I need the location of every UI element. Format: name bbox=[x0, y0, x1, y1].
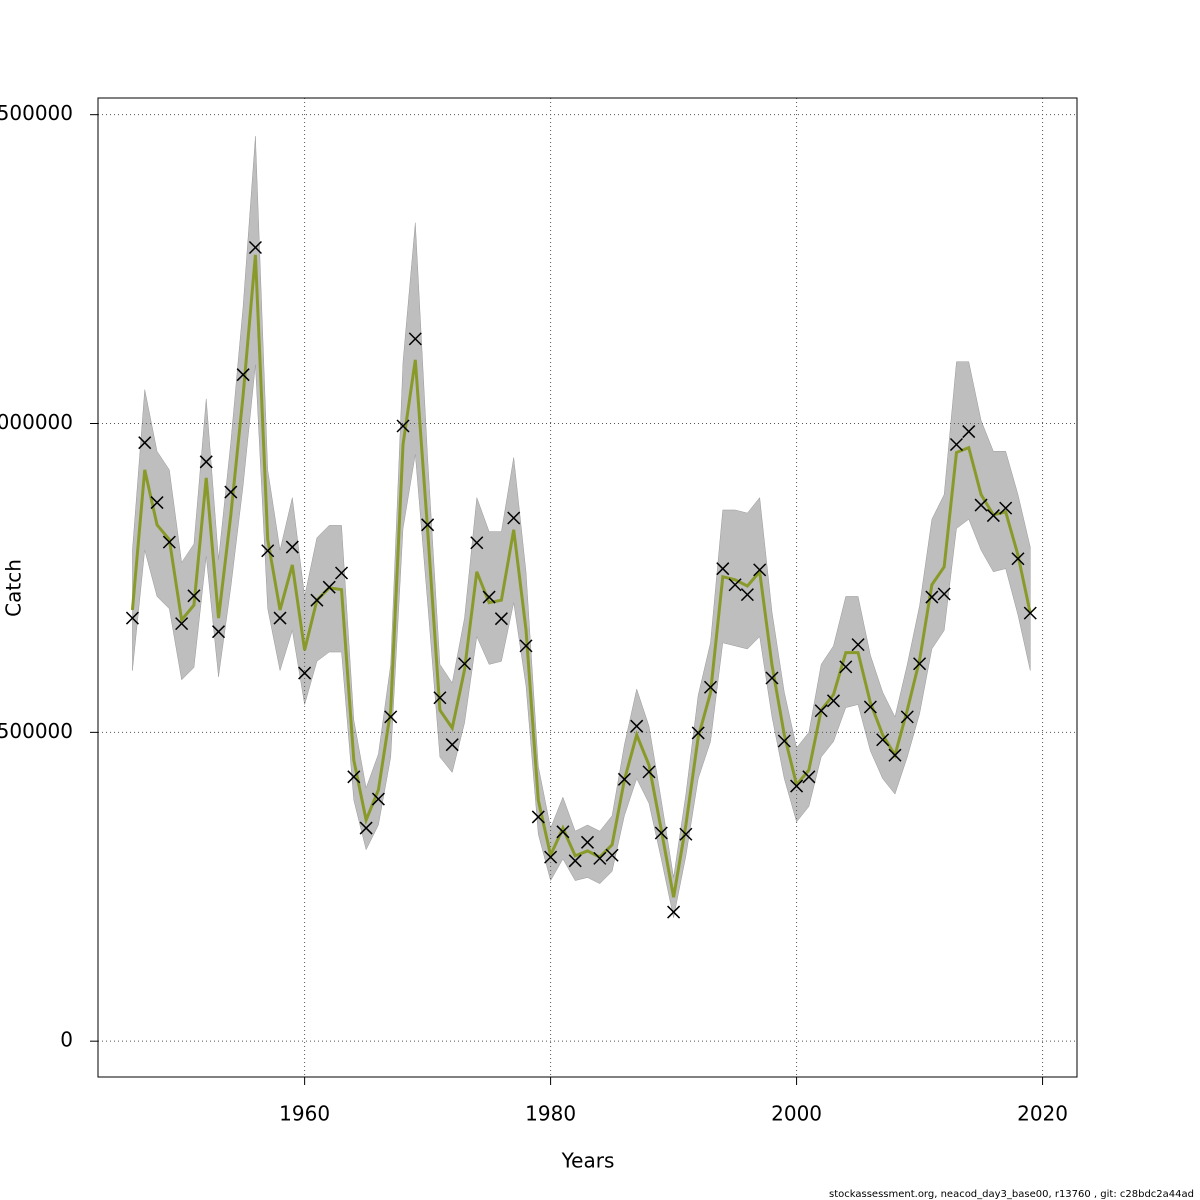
observed-point bbox=[273, 611, 287, 625]
x-tick-label: 1960 bbox=[279, 1102, 330, 1126]
observed-point bbox=[187, 589, 201, 603]
observed-point bbox=[630, 719, 644, 733]
observed-point bbox=[347, 770, 361, 784]
observed-point bbox=[236, 368, 250, 382]
observed-point bbox=[814, 704, 828, 718]
observed-point bbox=[654, 826, 668, 840]
observed-point bbox=[408, 332, 422, 346]
observed-point bbox=[261, 544, 275, 558]
observed-point bbox=[839, 660, 853, 674]
observed-point bbox=[285, 540, 299, 554]
observed-point bbox=[199, 455, 213, 469]
y-axis-label: Catch bbox=[2, 559, 26, 617]
observed-point bbox=[421, 518, 435, 532]
observed-point bbox=[470, 536, 484, 550]
observed-point bbox=[605, 848, 619, 862]
observed-point bbox=[777, 734, 791, 748]
observed-point bbox=[482, 590, 496, 604]
observed-point bbox=[457, 657, 472, 671]
observed-point bbox=[642, 765, 656, 779]
observed-point bbox=[728, 578, 742, 592]
plot-frame bbox=[97, 97, 1078, 1078]
x-tick-label: 2000 bbox=[771, 1102, 822, 1126]
observed-point bbox=[298, 666, 312, 680]
x-tick-label: 2020 bbox=[1017, 1102, 1068, 1126]
observed-point bbox=[519, 639, 533, 653]
observed-point bbox=[876, 733, 890, 747]
observed-point bbox=[580, 835, 595, 849]
x-axis-label: Years bbox=[561, 1149, 615, 1173]
observed-point bbox=[396, 419, 410, 433]
observed-point bbox=[507, 511, 521, 525]
footer: stockassessment.org, neacod_day3_base00,… bbox=[829, 1189, 1194, 1200]
observed-point bbox=[371, 792, 385, 806]
observed-point bbox=[802, 770, 816, 784]
observed-point bbox=[433, 691, 447, 705]
observed-point bbox=[937, 587, 951, 601]
observed-point bbox=[1023, 606, 1037, 620]
observed-point bbox=[211, 625, 226, 639]
observed-point bbox=[826, 694, 841, 708]
y-tick-label: 1000000 bbox=[0, 410, 73, 434]
observed-point bbox=[740, 588, 754, 602]
estimate-line bbox=[130, 254, 1032, 898]
observed-point bbox=[248, 240, 262, 255]
observed-point bbox=[556, 825, 570, 839]
observed-point bbox=[531, 810, 545, 824]
observed-point bbox=[863, 700, 877, 714]
observed-point bbox=[544, 850, 558, 864]
observed-point bbox=[617, 772, 631, 786]
observed-point bbox=[224, 485, 238, 499]
observed-point bbox=[974, 498, 988, 512]
confidence-band bbox=[132, 136, 1031, 918]
observed-point bbox=[999, 501, 1013, 515]
observed-point bbox=[494, 612, 508, 626]
observed-point bbox=[322, 580, 336, 594]
observed-point bbox=[888, 748, 902, 762]
observed-point bbox=[384, 710, 398, 724]
observed-point bbox=[913, 657, 927, 671]
observed-point bbox=[925, 590, 939, 604]
observed-point bbox=[753, 563, 767, 577]
observed-point bbox=[359, 821, 373, 835]
x-tick-label: 1980 bbox=[525, 1102, 576, 1126]
y-tick-label: 0 bbox=[60, 1028, 73, 1052]
observed-point bbox=[125, 611, 139, 625]
observed-point bbox=[593, 851, 607, 865]
observed-point bbox=[962, 425, 976, 439]
observed-point bbox=[765, 671, 779, 685]
observed-point bbox=[949, 437, 964, 452]
y-tick-label: 1500000 bbox=[0, 101, 73, 125]
observed-point bbox=[138, 436, 152, 450]
observed-point bbox=[334, 566, 349, 580]
observed-point bbox=[1011, 552, 1025, 566]
observed-point bbox=[445, 738, 459, 752]
observed-point bbox=[667, 905, 681, 919]
observed-point bbox=[716, 562, 730, 576]
observed-point bbox=[162, 535, 176, 549]
observed-point bbox=[703, 680, 718, 694]
observed-point bbox=[900, 710, 914, 724]
observed-point bbox=[790, 779, 804, 793]
observed-point bbox=[150, 496, 164, 510]
observed-point bbox=[679, 827, 693, 841]
observed-point bbox=[986, 509, 1000, 523]
observed-point bbox=[691, 726, 705, 740]
observed-point bbox=[851, 638, 865, 652]
y-tick-label: 500000 bbox=[0, 719, 73, 743]
observed-point bbox=[175, 617, 189, 631]
observed-point bbox=[568, 854, 582, 868]
observed-point bbox=[310, 593, 324, 607]
